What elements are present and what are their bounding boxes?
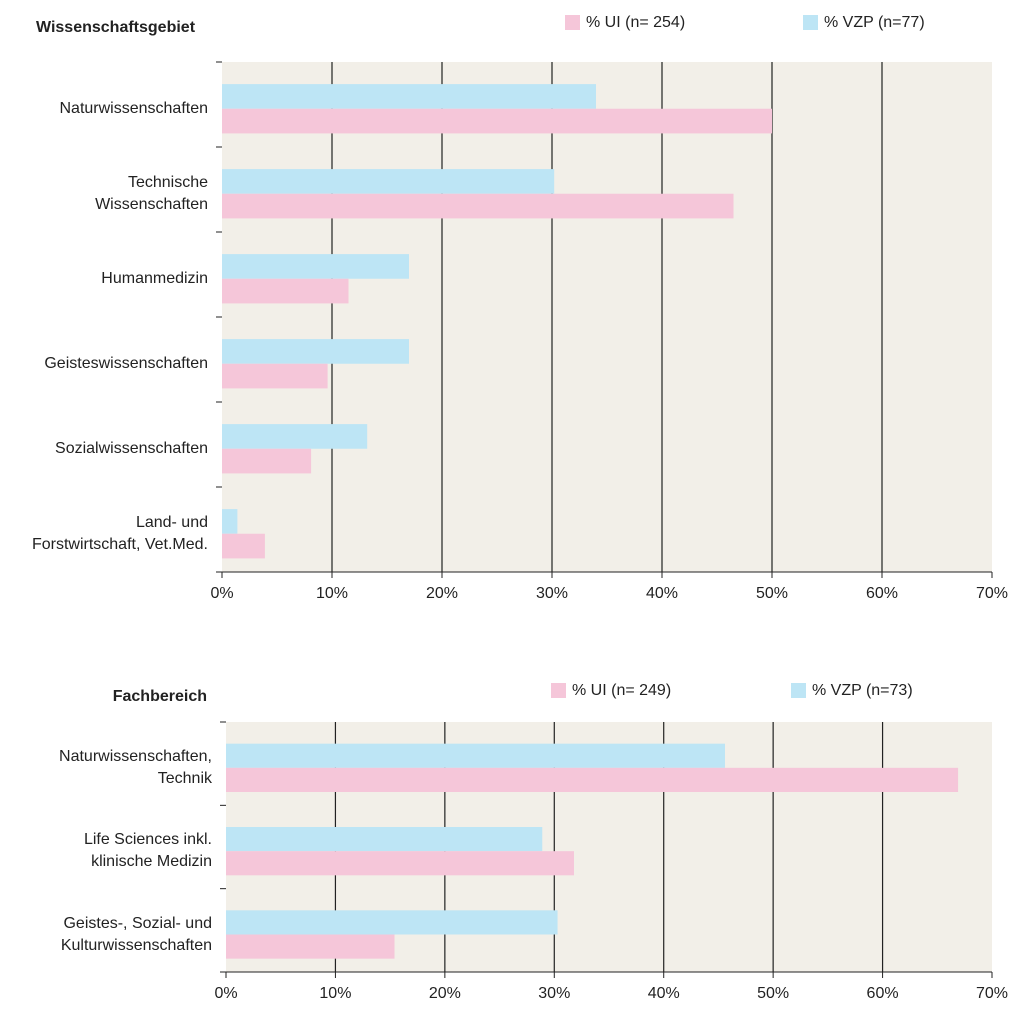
x-tick-label: 20% xyxy=(426,585,458,602)
bar xyxy=(226,767,959,792)
x-tick-label: 60% xyxy=(867,985,899,1002)
bar xyxy=(222,108,772,134)
bar xyxy=(222,448,312,474)
bar xyxy=(222,424,368,449)
chart-title: Fachbereich xyxy=(113,688,207,705)
legend-label: % UI (n= 249) xyxy=(572,682,671,699)
category-label: Sozialwissenschaften xyxy=(55,439,208,457)
bar xyxy=(222,84,596,109)
x-tick-label: 50% xyxy=(756,585,788,602)
x-tick-label: 30% xyxy=(536,585,568,602)
x-tick-label: 0% xyxy=(214,985,237,1002)
bar xyxy=(222,509,238,534)
legend-swatch xyxy=(565,15,580,30)
bar xyxy=(222,363,328,389)
bar xyxy=(222,254,409,279)
category-label: Technische Wissenschaften xyxy=(95,173,208,213)
bar xyxy=(222,278,349,304)
bar xyxy=(222,193,734,219)
legend-swatch xyxy=(551,683,566,698)
category-label: Geisteswissenschaften xyxy=(44,354,208,372)
legend-swatch xyxy=(791,683,806,698)
bar xyxy=(222,533,265,559)
x-tick-label: 70% xyxy=(976,985,1008,1002)
chart-title: Wissenschaftsgebiet xyxy=(36,19,196,36)
x-tick-label: 10% xyxy=(319,985,351,1002)
legend-label: % VZP (n=73) xyxy=(812,682,913,699)
legend-swatch xyxy=(803,15,818,30)
x-tick-label: 20% xyxy=(429,985,461,1002)
category-label: Life Sciences inkl. klinische Medizin xyxy=(83,831,212,871)
plot-background xyxy=(222,62,992,572)
bar xyxy=(226,743,725,768)
bar xyxy=(226,827,543,852)
category-label: Naturwissenschaften xyxy=(59,99,208,117)
bar xyxy=(222,169,555,194)
x-tick-label: 0% xyxy=(210,585,233,602)
x-tick-label: 40% xyxy=(646,585,678,602)
category-label: Land- und Forstwirtschaft, Vet.Med. xyxy=(31,513,208,553)
bar xyxy=(222,339,409,364)
x-tick-label: 40% xyxy=(648,985,680,1002)
x-tick-label: 30% xyxy=(538,985,570,1002)
category-label: Humanmedizin xyxy=(101,269,208,287)
x-tick-label: 50% xyxy=(757,985,789,1002)
legend-label: % UI (n= 254) xyxy=(586,14,685,31)
bar xyxy=(226,910,558,935)
x-tick-label: 70% xyxy=(976,585,1008,602)
bar xyxy=(226,851,574,876)
x-tick-label: 60% xyxy=(866,585,898,602)
legend-label: % VZP (n=77) xyxy=(824,14,925,31)
bar xyxy=(226,934,395,959)
category-label: Naturwissenschaften, Technik xyxy=(59,747,212,787)
x-tick-label: 10% xyxy=(316,585,348,602)
category-label: Geistes-, Sozial- und Kulturwissenschaft… xyxy=(60,914,212,954)
